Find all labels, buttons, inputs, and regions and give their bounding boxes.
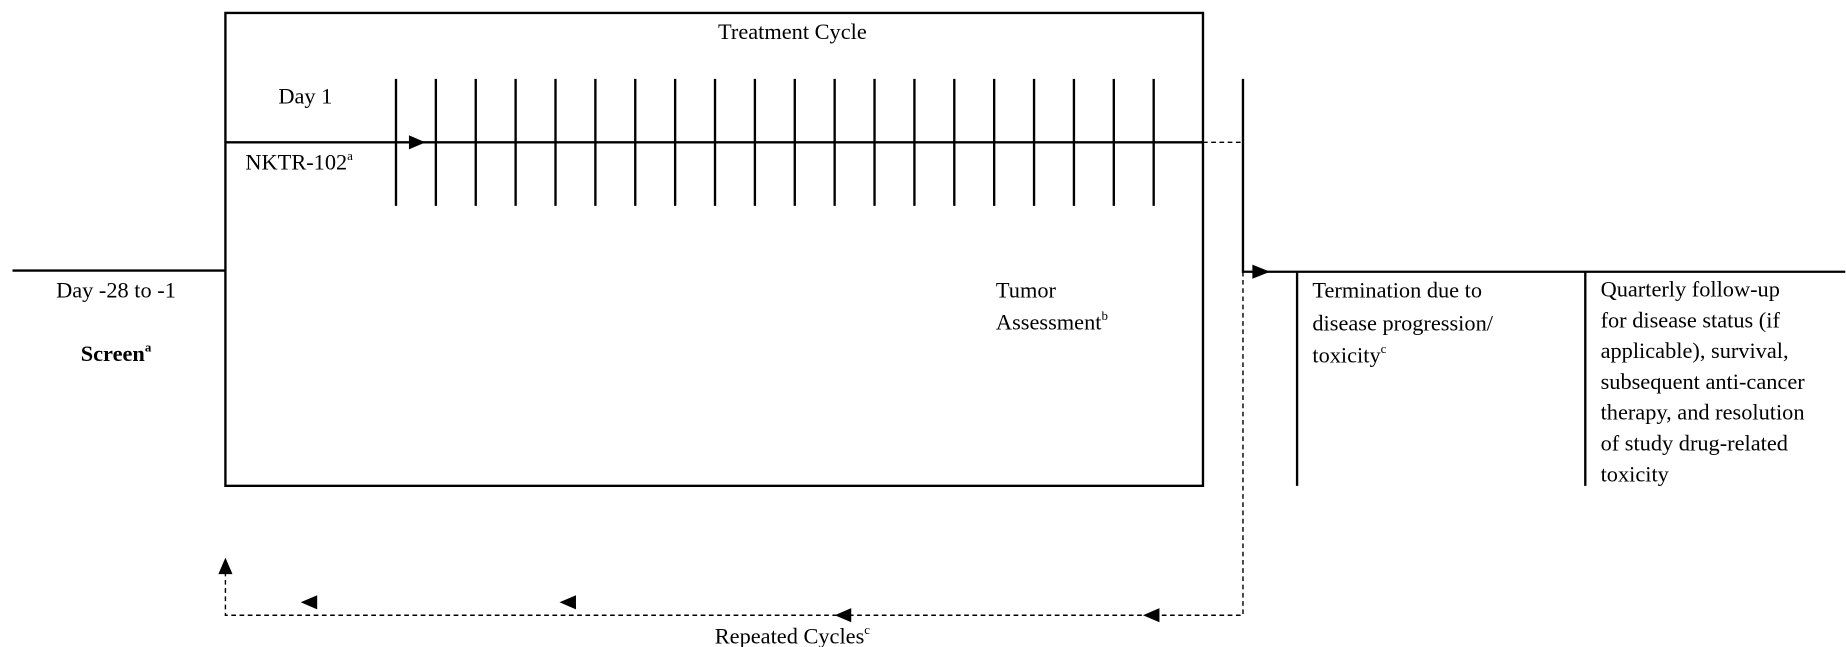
follow-up-line: therapy, and resolution <box>1601 400 1805 425</box>
drug-label: NKTR-102a <box>245 148 353 174</box>
note: c <box>1381 341 1387 356</box>
arrow <box>834 608 852 623</box>
note: a <box>347 148 353 163</box>
follow-up-line: of study drug-related <box>1601 431 1788 456</box>
line: Assessment <box>996 309 1102 334</box>
note: b <box>1101 308 1107 323</box>
repeat-loop <box>224 271 1244 616</box>
follow-up: Quarterly follow-up for disease status (i… <box>1601 276 1806 486</box>
follow-up-line: subsequent anti-cancer <box>1601 369 1806 394</box>
label: Repeated Cycles <box>715 623 865 647</box>
line: toxicity <box>1312 342 1381 367</box>
drug: NKTR-102 <box>245 149 347 174</box>
follow-up-line: applicable), survival, <box>1601 338 1789 363</box>
follow-up-line: toxicity <box>1601 461 1670 486</box>
arrow <box>300 595 318 610</box>
label: Screen <box>81 341 146 366</box>
connectors <box>12 11 1846 623</box>
termination-line: Termination due to <box>1312 278 1482 303</box>
title: Treatment Cycle <box>718 19 867 44</box>
arrow <box>1142 608 1160 623</box>
repeated-label: Repeated Cyclesc <box>715 622 871 647</box>
tumor-line: Assessmentb <box>996 308 1108 334</box>
screen-label: Screena <box>81 340 152 366</box>
note: a <box>145 340 152 355</box>
follow-up-line: Quarterly follow-up <box>1601 276 1780 301</box>
dose-ticks <box>394 78 1155 206</box>
treatment-box <box>224 11 1205 488</box>
note: c <box>864 622 870 637</box>
arrow <box>1252 264 1271 279</box>
termination-line: toxicityc <box>1312 341 1386 367</box>
termination-line: disease progression/ <box>1312 311 1493 336</box>
day-label: Day 1 <box>278 84 332 109</box>
end-line <box>1241 78 1846 273</box>
screen-days: Day -28 to -1 <box>56 278 176 303</box>
arrow <box>408 135 426 150</box>
arrow <box>218 557 233 575</box>
tumor-line: Tumor <box>996 278 1057 303</box>
follow-up-line: for disease status (if <box>1601 307 1781 332</box>
arrow <box>559 595 576 610</box>
